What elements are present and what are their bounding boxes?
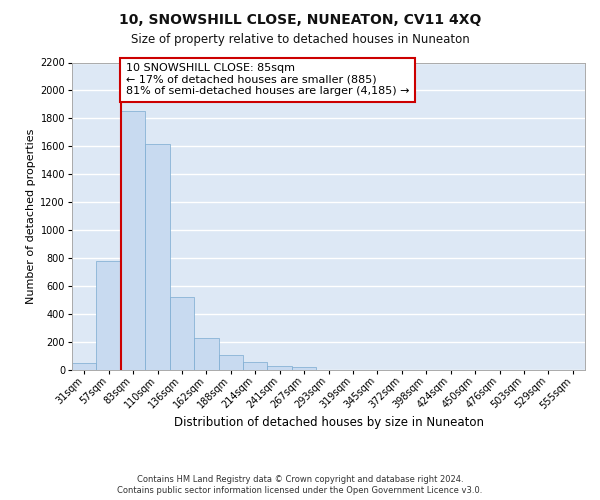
Y-axis label: Number of detached properties: Number of detached properties bbox=[26, 128, 36, 304]
Bar bbox=[170, 298, 194, 370]
Text: Contains HM Land Registry data © Crown copyright and database right 2024.: Contains HM Land Registry data © Crown c… bbox=[137, 475, 463, 484]
X-axis label: Distribution of detached houses by size in Nuneaton: Distribution of detached houses by size … bbox=[173, 416, 484, 429]
Bar bbox=[243, 362, 268, 370]
Bar bbox=[121, 112, 145, 370]
Text: 10 SNOWSHILL CLOSE: 85sqm
← 17% of detached houses are smaller (885)
81% of semi: 10 SNOWSHILL CLOSE: 85sqm ← 17% of detac… bbox=[126, 63, 409, 96]
Bar bbox=[194, 338, 218, 370]
Text: Size of property relative to detached houses in Nuneaton: Size of property relative to detached ho… bbox=[131, 32, 469, 46]
Bar bbox=[268, 366, 292, 370]
Bar bbox=[97, 261, 121, 370]
Bar bbox=[218, 356, 243, 370]
Bar bbox=[145, 144, 170, 370]
Bar bbox=[72, 363, 97, 370]
Text: 10, SNOWSHILL CLOSE, NUNEATON, CV11 4XQ: 10, SNOWSHILL CLOSE, NUNEATON, CV11 4XQ bbox=[119, 12, 481, 26]
Bar bbox=[292, 367, 316, 370]
Text: Contains public sector information licensed under the Open Government Licence v3: Contains public sector information licen… bbox=[118, 486, 482, 495]
